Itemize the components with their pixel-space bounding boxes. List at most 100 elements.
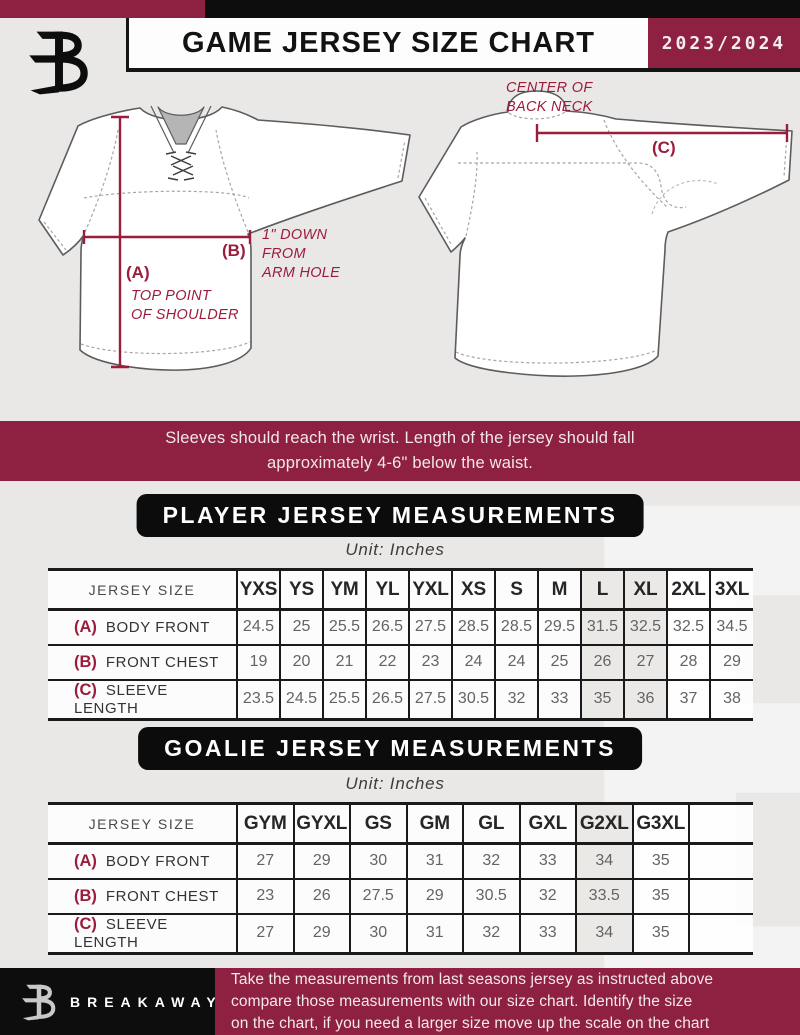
size-header-row: JERSEY SIZE YXS YS YM YL YXL XS S M L XL 2XL 3XL (48, 568, 753, 611)
measurement-cell: 32 (462, 913, 520, 955)
size-col-header-gm: GM (405, 802, 463, 845)
page-title: GAME JERSEY SIZE CHART (181, 26, 596, 59)
measurement-cell: 24 (494, 644, 538, 681)
back-jersey-drawing (418, 90, 793, 377)
row-key: (C) (74, 914, 97, 933)
label-a: (A) (126, 263, 150, 282)
measurement-cell: 34.5 (709, 609, 753, 646)
armhole-caption-line3: ARM HOLE (262, 265, 341, 282)
shoulder-caption: TOP POINT OF SHOULDER (131, 287, 239, 325)
top-strip-maroon (0, 0, 205, 18)
measurement-cell: 38 (709, 679, 753, 721)
measurement-cell: 37 (666, 679, 710, 721)
measurement-cell: 24.5 (236, 609, 280, 646)
measurement-cell: 25.5 (322, 679, 366, 721)
measurement-cell: 35 (631, 843, 689, 880)
shoulder-caption-line2: OF SHOULDER (131, 307, 239, 324)
size-col-header-gs: GS (349, 802, 407, 845)
row-key: (A) (74, 617, 97, 636)
front-jersey-drawing (38, 105, 411, 371)
row-name: FRONT CHEST (105, 653, 219, 671)
measurement-row: (A) BODY FRONT 24.5 25 25.5 26.5 27.5 28.5 28.5 2… (48, 609, 753, 646)
measurement-row: (C) SLEEVE LENGTH 27 29 30 31 32 33 34 35 (48, 913, 753, 955)
measurement-cell: 33 (518, 843, 576, 880)
size-col-header-ym: YM (322, 568, 366, 611)
back-jersey-seams (424, 111, 788, 364)
measurement-cell: 23.5 (236, 679, 280, 721)
size-col-header-gyxl: GYXL (292, 802, 350, 845)
label-b: (B) (222, 241, 246, 260)
season-badge: 2023/2024 (648, 18, 800, 68)
footer-instructions-line3: on the chart, if you need a larger size … (231, 1014, 710, 1032)
back-neck-caption: CENTER OF BACK NECK (506, 79, 593, 117)
measurement-row: (B) FRONT CHEST 19 20 21 22 23 24 24 25 26 27 28 29 (48, 644, 753, 681)
size-col-header-ys: YS (279, 568, 323, 611)
measurement-cell (688, 843, 753, 880)
armhole-caption-line2: FROM (262, 246, 306, 263)
size-col-header-m: M (537, 568, 581, 611)
measurement-cell: 32.5 (623, 609, 667, 646)
size-col-header-xs: XS (451, 568, 495, 611)
row-label: (C) SLEEVE LENGTH (48, 679, 237, 721)
back-neck-caption-line1: CENTER OF (506, 80, 593, 96)
measurement-cell: 27.5 (408, 679, 452, 721)
goalie-size-table: JERSEY SIZE GYM GYXL GS GM GL GXL G2XL G3XL (A)… (48, 802, 753, 955)
measurement-cell: 35 (631, 913, 689, 955)
fit-notice-line2: approximately 4-6" below the waist. (267, 454, 533, 472)
measurement-cell: 21 (322, 644, 366, 681)
measurement-cell: 24.5 (279, 679, 323, 721)
empty-col-header (688, 802, 753, 845)
jersey-size-corner-cell: JERSEY SIZE (48, 802, 237, 845)
measurement-cell: 34 (575, 843, 633, 880)
row-name: BODY FRONT (105, 618, 210, 636)
measurement-cell: 34 (575, 913, 633, 955)
measurement-cell: 33 (518, 913, 576, 955)
top-strip-black (205, 0, 800, 18)
jersey-size-corner-cell: JERSEY SIZE (48, 568, 237, 611)
measurement-cell: 23 (236, 878, 294, 915)
row-label: (B) FRONT CHEST (48, 878, 237, 915)
breakaway-b-logo-footer (20, 981, 58, 1023)
size-col-header-g3xl: G3XL (631, 802, 689, 845)
title-box: GAME JERSEY SIZE CHART (126, 18, 648, 68)
fit-notice-line1: Sleeves should reach the wrist. Length o… (165, 429, 635, 448)
shoulder-caption-line1: TOP POINT (131, 288, 212, 304)
measurement-cell: 35 (580, 679, 624, 721)
armhole-caption: 1" DOWN FROM ARM HOLE (262, 226, 340, 283)
size-col-header-gl: GL (462, 802, 520, 845)
measurement-cell: 27.5 (349, 878, 407, 915)
measurement-cell: 28.5 (451, 609, 495, 646)
footer-instructions: Take the measurements from last seasons … (215, 968, 800, 1035)
measurement-row: (A) BODY FRONT 27 29 30 31 32 33 34 35 (48, 843, 753, 880)
measurement-cell: 30.5 (451, 679, 495, 721)
row-name: BODY FRONT (105, 852, 210, 870)
measurement-cell: 27 (236, 913, 294, 955)
row-label: (A) BODY FRONT (48, 609, 237, 646)
measurement-lines (82, 115, 789, 369)
front-jersey-seams (43, 129, 406, 355)
size-header-row: JERSEY SIZE GYM GYXL GS GM GL GXL G2XL G3XL (48, 802, 753, 845)
measurement-cell: 32 (518, 878, 576, 915)
measurement-cell: 32 (494, 679, 538, 721)
measurement-row: (B) FRONT CHEST 23 26 27.5 29 30.5 32 33.5 35 (48, 878, 753, 915)
row-label: (C) SLEEVE LENGTH (48, 913, 237, 955)
measurement-cell: 31 (405, 843, 463, 880)
footer-brand-block: BREAKAWAY (0, 968, 216, 1035)
front-jersey-lace (165, 151, 197, 181)
measurement-cell: 29.5 (537, 609, 581, 646)
player-size-table: JERSEY SIZE YXS YS YM YL YXL XS S M L XL 2XL 3XL (A… (48, 568, 753, 721)
measurement-cell: 29 (405, 878, 463, 915)
measurement-cell: 27.5 (408, 609, 452, 646)
goalie-unit-label: Unit: Inches (345, 774, 445, 793)
size-col-header-gxl: GXL (518, 802, 576, 845)
measurement-cell: 25 (537, 644, 581, 681)
fit-notice-banner: Sleeves should reach the wrist. Length o… (0, 421, 800, 481)
measurement-cell: 27 (623, 644, 667, 681)
goalie-section-title: GOALIE JERSEY MEASUREMENTS (138, 727, 642, 770)
measurement-cell (688, 913, 753, 955)
measurement-cell: 28.5 (494, 609, 538, 646)
measurement-cell: 26 (580, 644, 624, 681)
measurement-cell: 33 (537, 679, 581, 721)
measurement-cell: 26.5 (365, 679, 409, 721)
